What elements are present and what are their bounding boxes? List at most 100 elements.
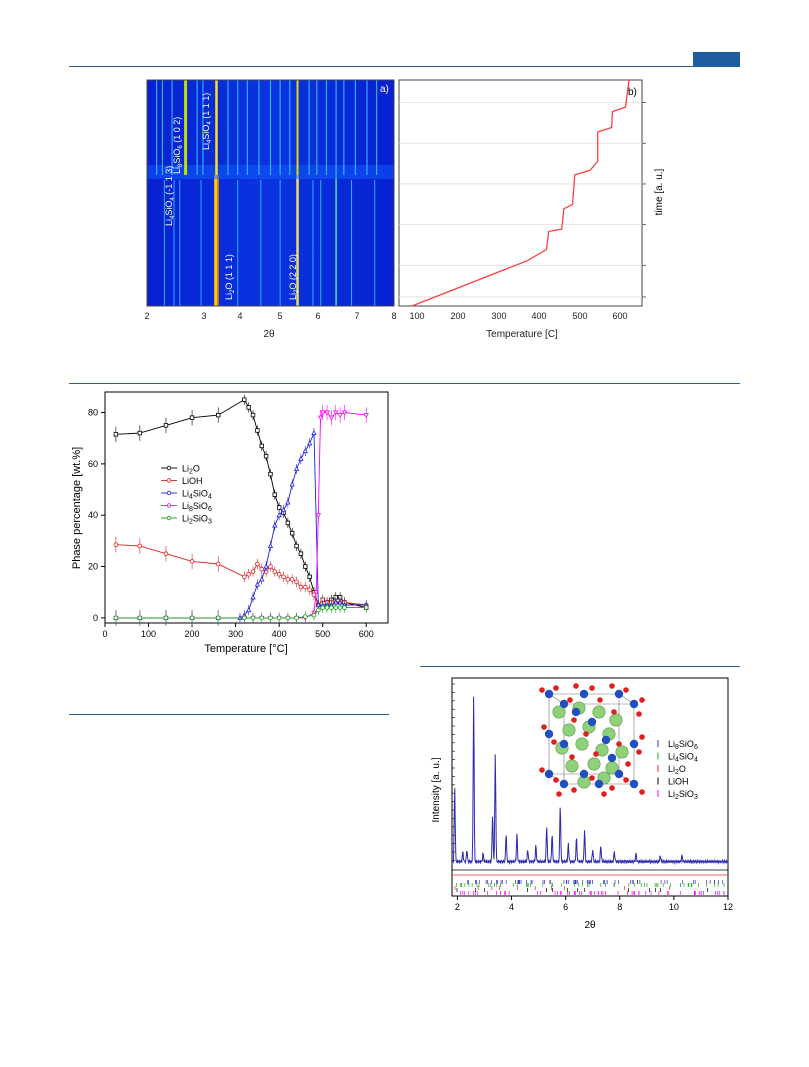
o-atom xyxy=(553,685,559,691)
a-xtick: 2 xyxy=(144,311,149,321)
data-point xyxy=(289,481,295,487)
o-atom xyxy=(569,754,575,760)
si-atom xyxy=(579,769,589,779)
data-point xyxy=(276,512,282,518)
a-xtick: 6 xyxy=(315,311,320,321)
phase-ylabel: Phase percentage [wt.%] xyxy=(71,447,83,569)
data-point xyxy=(250,615,256,621)
li-atom xyxy=(595,743,609,757)
x-tick-label: 200 xyxy=(185,629,200,639)
a-xtick: 5 xyxy=(277,311,282,321)
data-point xyxy=(259,576,265,582)
si-atom xyxy=(559,739,569,749)
data-point xyxy=(255,428,260,433)
a-xtick: 8 xyxy=(391,311,396,321)
data-point xyxy=(302,584,308,590)
legend-label: Li2SiO3 xyxy=(182,514,212,526)
legend-label: Li2O xyxy=(668,764,686,776)
o-atom xyxy=(583,731,589,737)
legend-label: LiOH xyxy=(182,476,203,486)
data-point xyxy=(307,574,312,579)
o-atom xyxy=(539,767,545,773)
si-atom xyxy=(571,707,581,717)
y-tick-label: 0 xyxy=(93,613,98,623)
data-point xyxy=(215,561,221,567)
data-point xyxy=(306,440,313,446)
data-point xyxy=(337,413,343,419)
data-point xyxy=(363,605,369,610)
o-atom xyxy=(625,761,631,767)
data-point xyxy=(342,605,347,610)
legend-label: LiOH xyxy=(668,777,689,787)
o-atom xyxy=(636,749,642,755)
data-point xyxy=(311,430,317,436)
data-point xyxy=(272,569,278,574)
data-point xyxy=(290,530,295,536)
o-atom xyxy=(623,777,629,783)
si-atom xyxy=(594,779,604,789)
x-tick-label: 600 xyxy=(359,629,374,639)
data-point xyxy=(285,499,291,505)
o-atom xyxy=(571,787,577,793)
legend-label: Li4SiO4 xyxy=(668,752,698,764)
si-atom xyxy=(544,689,554,699)
data-point xyxy=(298,551,304,556)
phase-series xyxy=(113,602,369,626)
annot-li2o-111: Li2O (1 1 1) xyxy=(224,254,236,300)
o-atom xyxy=(639,789,645,795)
data-point xyxy=(242,615,247,621)
li-atom xyxy=(592,705,606,719)
xrd-xlabel: 2θ xyxy=(584,920,596,931)
panel-b-profile: b) 100 200 300 400 500 600 Temperature [… xyxy=(398,79,665,340)
x-tick-label: 100 xyxy=(141,629,156,639)
data-point xyxy=(246,405,251,410)
li-atom xyxy=(565,759,579,773)
b-xlabel: Temperature [C] xyxy=(486,329,558,340)
phase-plot-frame xyxy=(104,391,389,624)
legend-marker xyxy=(166,515,172,521)
section-rule-2 xyxy=(420,666,740,667)
o-atom xyxy=(541,724,547,730)
data-point xyxy=(280,507,287,513)
data-point xyxy=(113,432,119,437)
data-point xyxy=(320,605,325,610)
legend-label: Li4SiO4 xyxy=(182,489,212,501)
o-atom xyxy=(616,741,622,747)
panel-a-heatmap: a) Li8SiO6 (1 0 2) Li4SiO4 (1 1 1) Li4Si… xyxy=(144,79,397,340)
data-point xyxy=(259,566,265,572)
panel-b-label: b) xyxy=(628,87,637,98)
data-point xyxy=(163,615,169,621)
li-atom xyxy=(609,713,623,727)
data-point xyxy=(255,561,260,567)
li-atom xyxy=(562,723,576,737)
data-point xyxy=(263,453,269,459)
si-atom xyxy=(559,779,569,789)
data-point xyxy=(272,492,277,497)
si-atom xyxy=(629,739,639,749)
a-xtick: 4 xyxy=(237,311,242,321)
o-atom xyxy=(639,734,645,740)
data-point xyxy=(337,605,343,610)
data-point xyxy=(285,615,291,621)
o-atom xyxy=(611,709,617,715)
header-rule xyxy=(69,66,740,67)
b-xtick: 600 xyxy=(612,311,627,321)
si-atom xyxy=(614,769,624,779)
data-point xyxy=(189,615,195,621)
data-point xyxy=(267,542,274,548)
x-tick-label: 500 xyxy=(315,629,330,639)
data-point xyxy=(341,410,348,416)
o-atom xyxy=(571,717,577,723)
data-point xyxy=(302,447,308,454)
phase-axes-ticks: 0 100 200 300 400 500 600 0 20 40 60 80 xyxy=(88,408,374,639)
data-point xyxy=(298,455,304,461)
figure-top: a) Li8SiO6 (1 0 2) Li4SiO4 (1 1 1) Li4Si… xyxy=(144,79,665,340)
si-atom xyxy=(614,689,624,699)
header-tab xyxy=(693,52,740,66)
data-point xyxy=(302,614,308,619)
data-point xyxy=(268,615,273,621)
data-point xyxy=(137,430,143,436)
a-xtick: 7 xyxy=(354,311,359,321)
xrd-ylabel: Intensity [a. u.] xyxy=(431,757,442,822)
